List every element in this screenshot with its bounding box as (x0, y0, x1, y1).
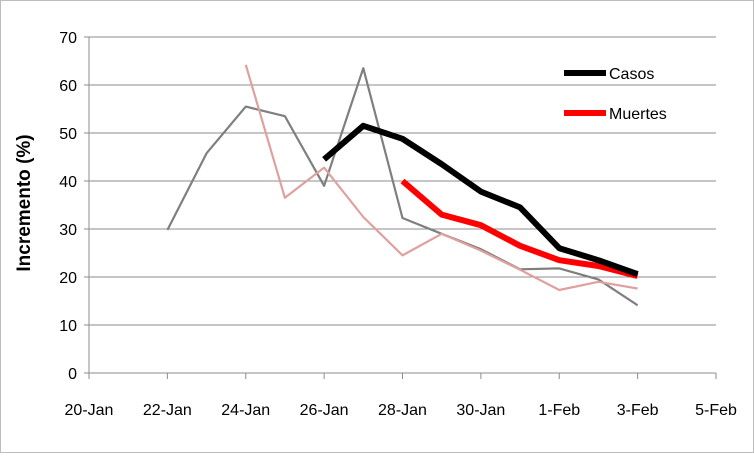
series-line-3 (166, 67, 639, 307)
series-line-casos (322, 122, 639, 277)
x-tick-label: 28-Jan (378, 402, 427, 419)
x-tick-label: 3-Feb (617, 402, 659, 419)
y-tick-label: 30 (59, 222, 77, 239)
x-tick-label: 26-Jan (300, 402, 349, 419)
x-tick-label: 22-Jan (143, 402, 192, 419)
y-tick-label: 60 (59, 78, 77, 95)
y-tick-labels: 0 10 20 30 40 50 60 70 (59, 30, 77, 383)
x-tick-labels: 20-Jan 22-Jan 24-Jan 26-Jan 28-Jan 30-Jan 1-Fe… (65, 402, 737, 419)
y-axis-label: Incremento (%) (14, 134, 35, 271)
x-tick-label: 30-Jan (456, 402, 505, 419)
x-tick-label: 1-Feb (538, 402, 580, 419)
y-tick-label: 0 (68, 366, 77, 383)
x-tick-label: 20-Jan (65, 402, 114, 419)
legend: Casos Muertes (564, 66, 667, 123)
y-tick-label: 20 (59, 270, 77, 287)
y-tick-label: 70 (59, 30, 77, 47)
x-tick-label: 24-Jan (221, 402, 270, 419)
series-line-muertes (400, 178, 639, 279)
series-line-4 (244, 64, 638, 292)
y-tick-label: 50 (59, 126, 77, 143)
series-lines (166, 64, 639, 307)
legend-label-casos: Casos (609, 66, 654, 83)
y-tick-label: 40 (59, 174, 77, 191)
legend-label-muertes: Muertes (609, 106, 667, 123)
y-tick-label: 10 (59, 318, 77, 335)
x-tick-label: 5-Feb (695, 402, 737, 419)
axes (84, 36, 717, 379)
